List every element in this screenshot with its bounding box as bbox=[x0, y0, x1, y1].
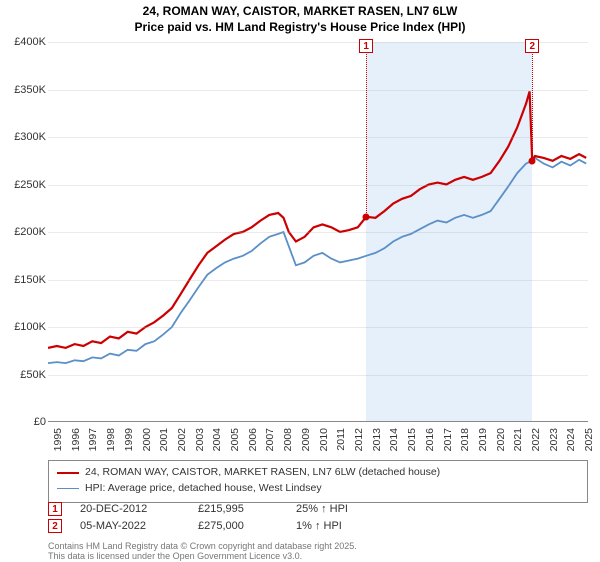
x-tick-label: 2005 bbox=[229, 428, 241, 451]
legend-label-property: 24, ROMAN WAY, CAISTOR, MARKET RASEN, LN… bbox=[85, 465, 440, 481]
y-tick-label: £300K bbox=[14, 131, 46, 143]
y-gridline bbox=[48, 185, 588, 186]
footer-text: Contains HM Land Registry data © Crown c… bbox=[48, 541, 357, 562]
series-property bbox=[48, 91, 586, 348]
marker-box-2: 2 bbox=[525, 39, 539, 53]
x-tick-label: 2006 bbox=[247, 428, 259, 451]
chart-plot-area: 12 bbox=[48, 42, 588, 422]
x-tick-label: 2017 bbox=[442, 428, 454, 451]
y-gridline bbox=[48, 137, 588, 138]
x-tick-label: 2016 bbox=[424, 428, 436, 451]
sale-diff-1: 25% ↑ HPI bbox=[296, 503, 396, 515]
x-tick-label: 2020 bbox=[495, 428, 507, 451]
marker-dot-2 bbox=[529, 157, 536, 164]
x-tick-label: 2021 bbox=[512, 428, 524, 451]
legend-swatch-hpi bbox=[57, 488, 79, 489]
legend-item-hpi: HPI: Average price, detached house, West… bbox=[57, 481, 579, 497]
y-tick-label: £400K bbox=[14, 36, 46, 48]
y-tick-label: £0 bbox=[34, 416, 46, 428]
x-tick-label: 2022 bbox=[530, 428, 542, 451]
x-tick-label: 2014 bbox=[388, 428, 400, 451]
y-tick-label: £250K bbox=[14, 179, 46, 191]
y-tick-label: £200K bbox=[14, 226, 46, 238]
x-tick-label: 2008 bbox=[282, 428, 294, 451]
x-tick-label: 2009 bbox=[300, 428, 312, 451]
sale-price-1: £215,995 bbox=[198, 503, 278, 515]
sale-marker-1: 1 bbox=[48, 502, 62, 516]
x-tick-label: 2012 bbox=[353, 428, 365, 451]
x-tick-label: 2003 bbox=[194, 428, 206, 451]
footer-line-2: This data is licensed under the Open Gov… bbox=[48, 551, 357, 561]
sale-diff-2: 1% ↑ HPI bbox=[296, 520, 396, 532]
y-gridline bbox=[48, 375, 588, 376]
x-tick-label: 2023 bbox=[548, 428, 560, 451]
y-gridline bbox=[48, 232, 588, 233]
legend: 24, ROMAN WAY, CAISTOR, MARKET RASEN, LN… bbox=[48, 460, 588, 503]
sale-date-1: 20-DEC-2012 bbox=[80, 503, 180, 515]
marker-box-1: 1 bbox=[359, 39, 373, 53]
marker-line-2 bbox=[532, 42, 533, 161]
footer-line-1: Contains HM Land Registry data © Crown c… bbox=[48, 541, 357, 551]
x-tick-label: 2018 bbox=[459, 428, 471, 451]
y-gridline bbox=[48, 42, 588, 43]
x-tick-label: 2025 bbox=[583, 428, 595, 451]
y-tick-label: £50K bbox=[20, 369, 46, 381]
x-tick-label: 1998 bbox=[105, 428, 117, 451]
x-tick-label: 2001 bbox=[158, 428, 170, 451]
x-tick-label: 2000 bbox=[141, 428, 153, 451]
x-tick-label: 2024 bbox=[565, 428, 577, 451]
title-line-2: Price paid vs. HM Land Registry's House … bbox=[0, 20, 600, 36]
x-tick-label: 2013 bbox=[371, 428, 383, 451]
x-tick-label: 2007 bbox=[264, 428, 276, 451]
x-tick-label: 2010 bbox=[318, 428, 330, 451]
y-gridline bbox=[48, 90, 588, 91]
y-tick-label: £350K bbox=[14, 84, 46, 96]
x-tick-label: 2004 bbox=[211, 428, 223, 451]
marker-dot-1 bbox=[363, 213, 370, 220]
sales-table: 1 20-DEC-2012 £215,995 25% ↑ HPI 2 05-MA… bbox=[48, 502, 588, 536]
sale-marker-2: 2 bbox=[48, 519, 62, 533]
x-tick-label: 1997 bbox=[87, 428, 99, 451]
x-tick-label: 1996 bbox=[70, 428, 82, 451]
legend-label-hpi: HPI: Average price, detached house, West… bbox=[85, 481, 322, 497]
x-tick-label: 1995 bbox=[52, 428, 64, 451]
legend-swatch-property bbox=[57, 472, 79, 474]
sale-date-2: 05-MAY-2022 bbox=[80, 520, 180, 532]
legend-item-property: 24, ROMAN WAY, CAISTOR, MARKET RASEN, LN… bbox=[57, 465, 579, 481]
y-gridline bbox=[48, 280, 588, 281]
x-tick-label: 2015 bbox=[406, 428, 418, 451]
x-tick-label: 1999 bbox=[123, 428, 135, 451]
x-tick-label: 2002 bbox=[176, 428, 188, 451]
y-tick-label: £100K bbox=[14, 321, 46, 333]
y-tick-label: £150K bbox=[14, 274, 46, 286]
sale-row-1: 1 20-DEC-2012 £215,995 25% ↑ HPI bbox=[48, 502, 588, 516]
title-line-1: 24, ROMAN WAY, CAISTOR, MARKET RASEN, LN… bbox=[0, 4, 600, 20]
x-tick-label: 2011 bbox=[335, 428, 347, 451]
chart-title: 24, ROMAN WAY, CAISTOR, MARKET RASEN, LN… bbox=[0, 0, 600, 37]
y-gridline bbox=[48, 327, 588, 328]
sale-price-2: £275,000 bbox=[198, 520, 278, 532]
x-tick-label: 2019 bbox=[477, 428, 489, 451]
marker-line-1 bbox=[366, 42, 367, 217]
sale-row-2: 2 05-MAY-2022 £275,000 1% ↑ HPI bbox=[48, 519, 588, 533]
